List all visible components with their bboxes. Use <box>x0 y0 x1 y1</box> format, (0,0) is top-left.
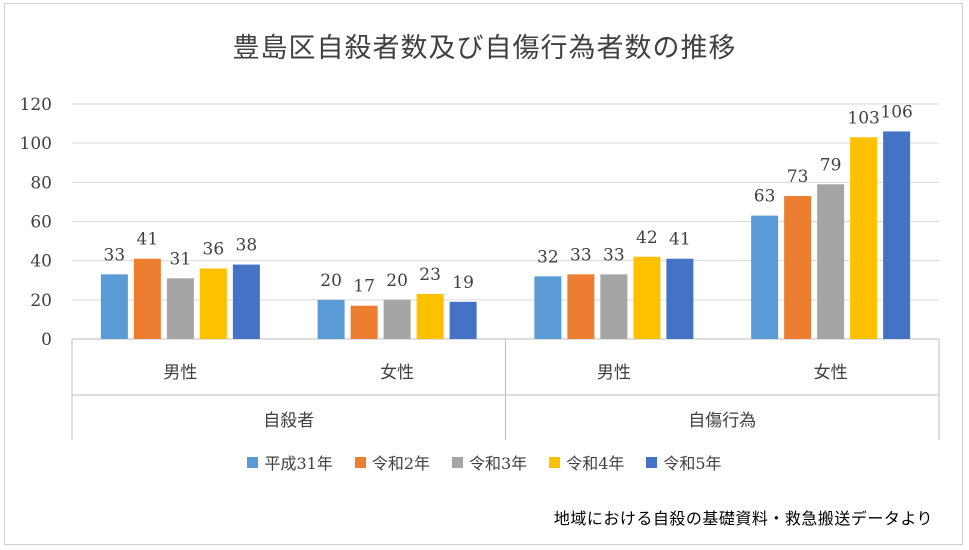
bar <box>383 299 411 339</box>
x-category-label: 男性 <box>163 363 197 383</box>
data-label: 103 <box>847 108 879 128</box>
legend-item: 令和3年 <box>452 450 527 474</box>
x-category-label: 女性 <box>814 363 848 383</box>
data-label: 73 <box>787 167 809 187</box>
legend-swatch <box>354 456 366 468</box>
data-label: 20 <box>386 271 408 291</box>
legend-label: 令和5年 <box>663 454 722 473</box>
y-tick-label: 0 <box>41 330 52 350</box>
bar <box>416 293 444 339</box>
data-label: 36 <box>203 240 225 260</box>
y-tick-label: 20 <box>30 291 52 311</box>
legend-item: 平成31年 <box>247 450 333 474</box>
data-label: 23 <box>419 265 441 285</box>
y-tick-label: 40 <box>30 252 52 272</box>
bar <box>751 215 779 339</box>
data-label: 38 <box>236 236 258 256</box>
legend-swatch <box>452 456 463 468</box>
legend-label: 令和2年 <box>371 454 430 473</box>
bar <box>633 256 661 339</box>
bar <box>449 301 477 339</box>
data-label: 17 <box>353 277 375 297</box>
y-tick-label: 80 <box>30 173 52 193</box>
data-label: 33 <box>104 245 126 265</box>
legend-label: 令和4年 <box>566 454 625 473</box>
legend-swatch <box>247 456 259 468</box>
bar <box>666 258 694 339</box>
legend-item: 令和4年 <box>549 450 624 474</box>
bar <box>350 305 378 339</box>
bar <box>850 137 878 339</box>
data-label: 19 <box>452 273 474 293</box>
y-tick-label: 60 <box>30 213 52 233</box>
legend-swatch <box>549 456 561 468</box>
bar <box>232 264 260 339</box>
legend-item: 令和5年 <box>646 450 722 474</box>
bar <box>784 196 812 339</box>
data-label: 32 <box>537 247 559 267</box>
chart-title: 豊島区自殺者数及び自傷行為者数の推移 <box>232 33 737 64</box>
data-label: 20 <box>320 271 342 291</box>
x-group-label: 自傷行為 <box>688 411 756 431</box>
data-label: 41 <box>137 230 159 250</box>
x-group-label: 自殺者 <box>263 411 314 431</box>
legend-label: 平成31年 <box>264 454 333 473</box>
data-label: 33 <box>603 245 625 265</box>
data-label: 79 <box>820 155 842 175</box>
y-tick-label: 120 <box>20 95 52 115</box>
y-tick-label: 100 <box>20 134 52 154</box>
data-label: 63 <box>754 187 776 207</box>
bar <box>567 274 595 339</box>
data-label: 42 <box>636 228 658 248</box>
legend: 平成31年 令和2年 令和3年 令和4年 令和5年 <box>0 450 969 474</box>
bar <box>166 278 194 339</box>
bar <box>600 274 628 339</box>
source-note: 地域における自殺の基礎資料・救急搬送データより <box>553 509 933 528</box>
legend-item: 令和2年 <box>354 450 430 474</box>
bar <box>317 299 345 339</box>
bar-chart: 0 20 40 60 80 100 120 33 41 31 36 38 男性 20 17 20 23 19 女性 3… <box>20 95 940 440</box>
bar <box>534 276 562 339</box>
bar <box>133 258 161 339</box>
bar <box>817 184 845 339</box>
bar <box>199 268 227 339</box>
data-label: 31 <box>170 249 192 269</box>
x-category-label: 女性 <box>380 363 414 383</box>
bar <box>100 274 128 339</box>
legend-swatch <box>646 456 658 468</box>
data-label: 33 <box>570 245 592 265</box>
data-label: 106 <box>880 102 912 122</box>
legend-label: 令和3年 <box>469 454 528 473</box>
data-label: 41 <box>669 230 691 250</box>
x-category-label: 男性 <box>597 363 631 383</box>
bar <box>883 131 911 339</box>
